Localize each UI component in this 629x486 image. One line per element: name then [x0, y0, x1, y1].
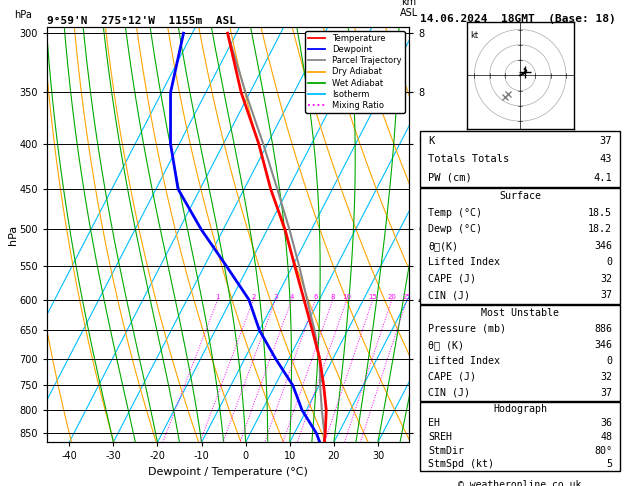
Text: StmSpd (kt): StmSpd (kt)	[428, 459, 494, 469]
Text: km
ASL: km ASL	[399, 0, 418, 18]
Text: θᴄ (K): θᴄ (K)	[428, 340, 464, 350]
Text: 9°59'N  275°12'W  1155m  ASL: 9°59'N 275°12'W 1155m ASL	[47, 16, 236, 26]
Text: 18.5: 18.5	[588, 208, 612, 218]
Text: SREH: SREH	[428, 432, 452, 442]
Text: Pressure (mb): Pressure (mb)	[428, 324, 506, 334]
Text: © weatheronline.co.uk: © weatheronline.co.uk	[459, 480, 582, 486]
Text: 43: 43	[599, 154, 612, 164]
Text: 10: 10	[342, 294, 352, 299]
Text: kt: kt	[470, 31, 478, 40]
Text: Lifted Index: Lifted Index	[428, 356, 500, 366]
Text: CIN (J): CIN (J)	[428, 388, 470, 398]
Text: CAPE (J): CAPE (J)	[428, 274, 476, 284]
Text: 346: 346	[594, 241, 612, 251]
Text: Lifted Index: Lifted Index	[428, 258, 500, 267]
Text: 80°: 80°	[594, 446, 612, 455]
Text: Temp (°C): Temp (°C)	[428, 208, 482, 218]
Text: K: K	[428, 136, 435, 145]
Legend: Temperature, Dewpoint, Parcel Trajectory, Dry Adiabat, Wet Adiabat, Isotherm, Mi: Temperature, Dewpoint, Parcel Trajectory…	[305, 31, 404, 113]
Text: 6: 6	[313, 294, 318, 299]
X-axis label: Dewpoint / Temperature (°C): Dewpoint / Temperature (°C)	[148, 467, 308, 477]
Text: Dewp (°C): Dewp (°C)	[428, 225, 482, 234]
Text: Hodograph: Hodograph	[493, 404, 547, 414]
Text: 32: 32	[600, 372, 612, 382]
Text: 4.1: 4.1	[593, 173, 612, 183]
Text: 15: 15	[369, 294, 377, 299]
Text: 18.2: 18.2	[588, 225, 612, 234]
Text: 14.06.2024  18GMT  (Base: 18): 14.06.2024 18GMT (Base: 18)	[420, 14, 615, 24]
Text: 346: 346	[594, 340, 612, 350]
Text: 32: 32	[600, 274, 612, 284]
Text: LCL: LCL	[420, 432, 437, 442]
Text: 2: 2	[251, 294, 255, 299]
Text: 36: 36	[600, 418, 612, 428]
Text: PW (cm): PW (cm)	[428, 173, 472, 183]
Text: Most Unstable: Most Unstable	[481, 308, 559, 318]
Text: 0: 0	[606, 356, 612, 366]
Text: θᴄ(K): θᴄ(K)	[428, 241, 458, 251]
Text: 8: 8	[331, 294, 335, 299]
Y-axis label: hPa: hPa	[8, 225, 18, 244]
Text: 4: 4	[289, 294, 294, 299]
Text: EH: EH	[428, 418, 440, 428]
Text: 5: 5	[606, 459, 612, 469]
Text: 37: 37	[599, 136, 612, 145]
Text: StmDir: StmDir	[428, 446, 464, 455]
Text: 48: 48	[600, 432, 612, 442]
Text: 3: 3	[273, 294, 278, 299]
Text: 886: 886	[594, 324, 612, 334]
Text: 37: 37	[600, 291, 612, 300]
Text: CAPE (J): CAPE (J)	[428, 372, 476, 382]
Text: 0: 0	[606, 258, 612, 267]
Text: CIN (J): CIN (J)	[428, 291, 470, 300]
Text: hPa: hPa	[14, 10, 33, 20]
Text: Surface: Surface	[499, 191, 541, 201]
Text: 25: 25	[403, 294, 411, 299]
Y-axis label: Mixing Ratio (g/kg): Mixing Ratio (g/kg)	[430, 189, 440, 280]
Text: Totals Totals: Totals Totals	[428, 154, 509, 164]
Text: 1: 1	[216, 294, 220, 299]
Text: 37: 37	[600, 388, 612, 398]
Text: 20: 20	[387, 294, 396, 299]
